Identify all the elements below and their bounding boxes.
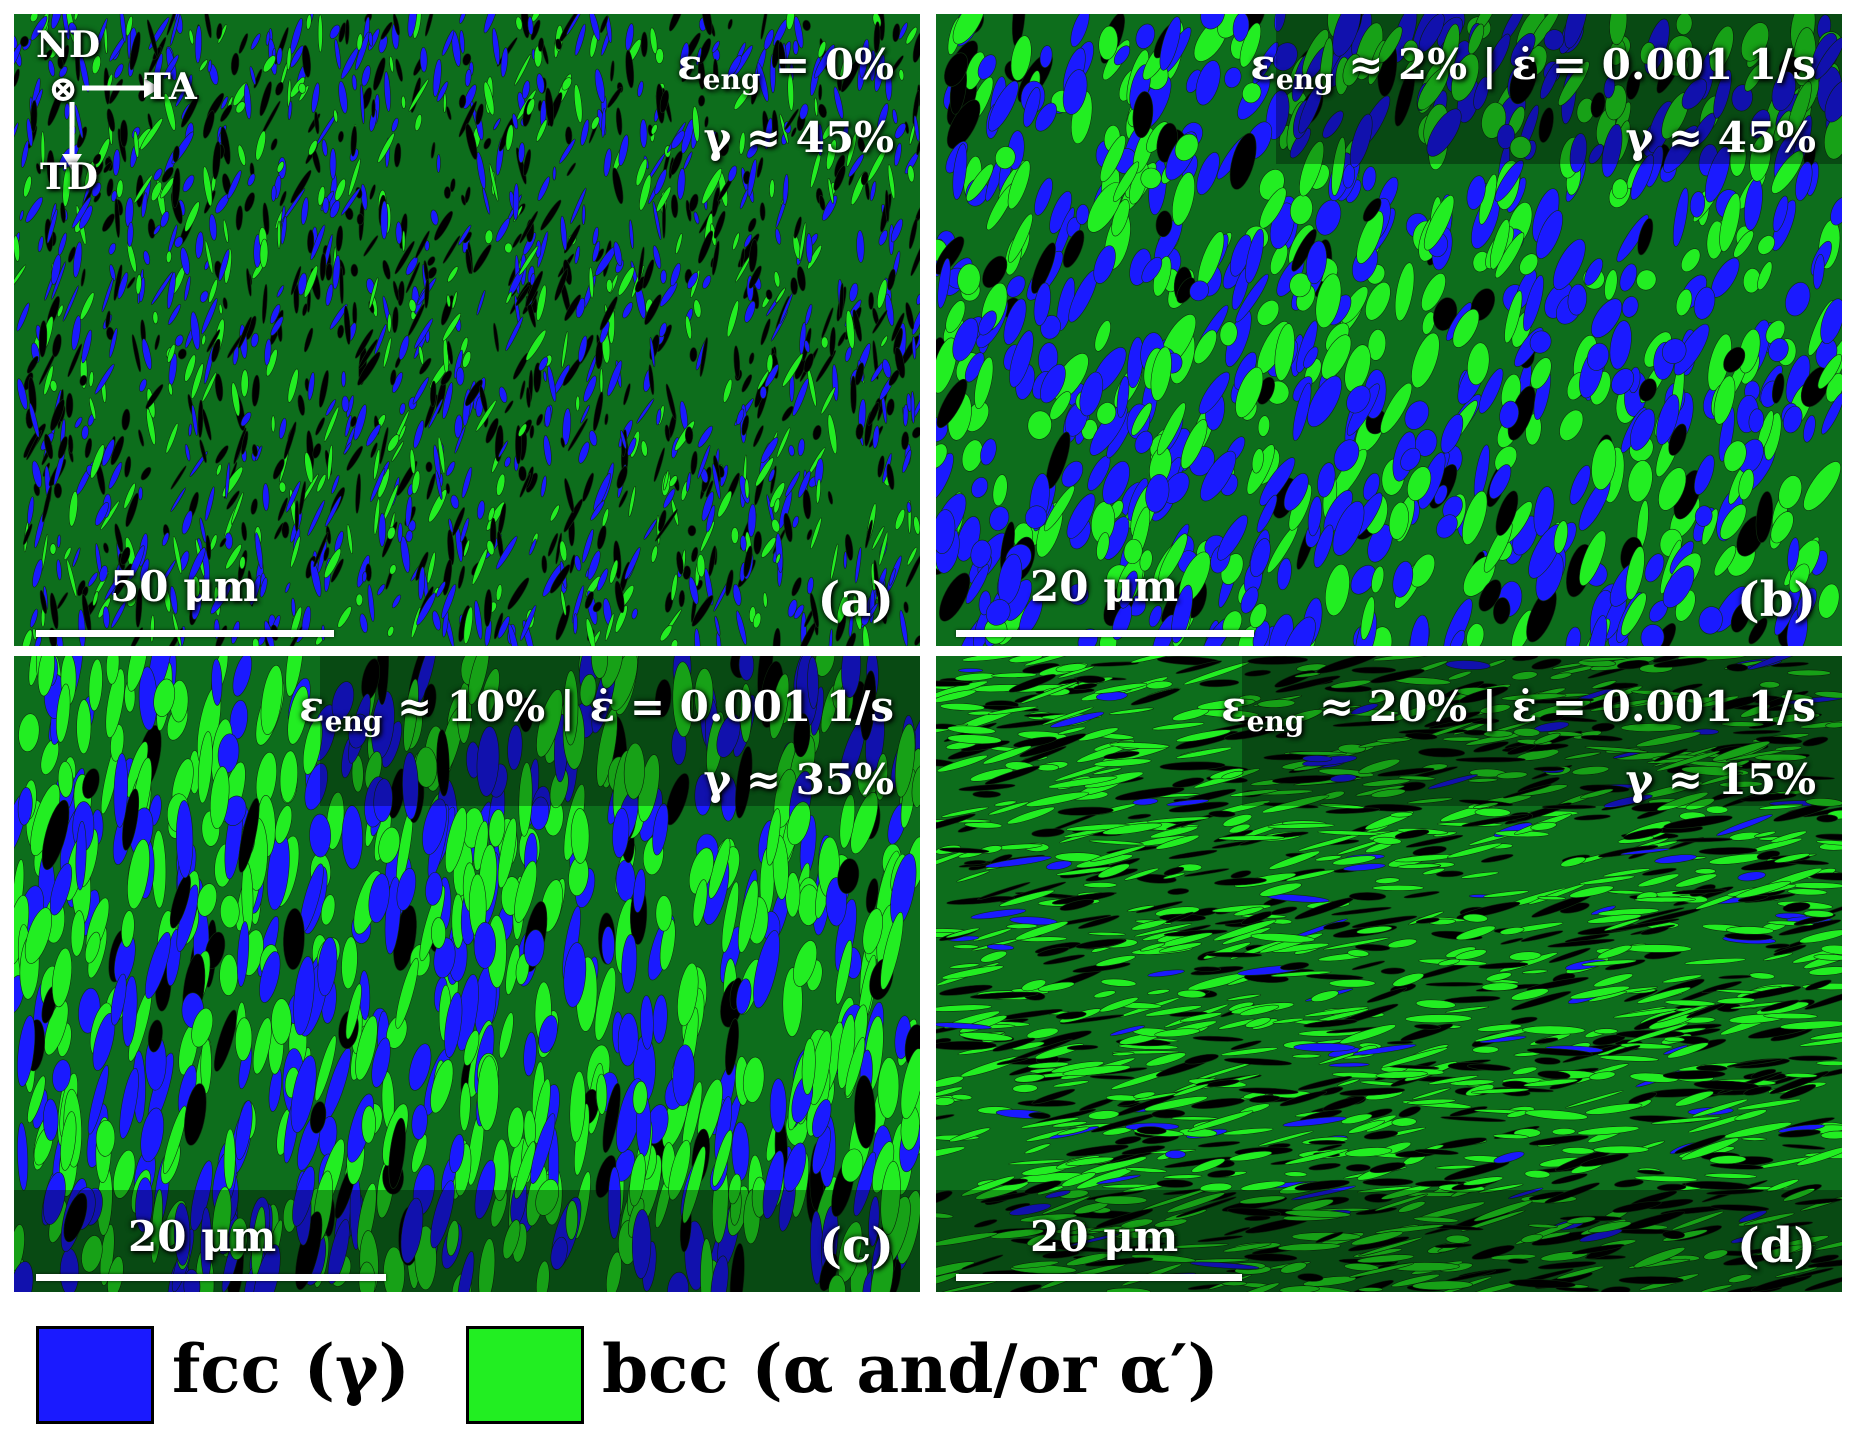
micrograph-panel-c: εeng ≈ 10% | ε̇ = 0.001 1/s γ ≈ 35% 20 μ… (14, 656, 920, 1292)
gamma-fraction-a: γ ≈ 45% (703, 113, 894, 162)
legend-swatch-fcc (36, 1326, 154, 1424)
header-band-c (320, 656, 920, 806)
axis-td-label: TD (40, 156, 99, 198)
scale-bar-label-c: 20 μm (128, 1212, 277, 1261)
panel-letter-d: (d) (1737, 1218, 1816, 1274)
strain-label-b: εeng ≈ 2% | ε̇ = 0.001 1/s γ ≈ 45% (1250, 36, 1816, 167)
scale-bar-label-a: 50 μm (110, 562, 259, 611)
micrograph-panel-a: εeng = 0% γ ≈ 45% ND ⊗ TA TD 50 μm (a) (14, 14, 920, 646)
strain-label-a: εeng = 0% γ ≈ 45% (677, 36, 894, 167)
gamma-fraction-c: γ ≈ 35% (703, 755, 894, 804)
axis-arrows-icon (62, 78, 160, 170)
ebsd-phase-map-d (936, 656, 1842, 1292)
ebsd-phase-map-a (14, 14, 920, 646)
micrograph-panel-d: εeng ≈ 20% | ε̇ = 0.001 1/s γ ≈ 15% 20 μ… (936, 656, 1842, 1292)
ebsd-phase-map-c (14, 656, 920, 1292)
header-band-b (1276, 14, 1842, 164)
header-band-d (1242, 656, 1842, 806)
legend-label-fcc: fcc (γ) (172, 1330, 410, 1408)
panel-letter-b: (b) (1737, 572, 1816, 628)
scale-bar-a (36, 630, 334, 637)
axis-ta-label: TA (144, 66, 197, 108)
strain-label-c: εeng ≈ 10% | ε̇ = 0.001 1/s γ ≈ 35% (299, 678, 894, 809)
scale-bar-d (956, 1274, 1242, 1281)
gamma-fraction-d: γ ≈ 15% (1625, 755, 1816, 804)
scale-bar-label-b: 20 μm (1030, 562, 1179, 611)
legend-swatch-bcc (466, 1326, 584, 1424)
scale-bar-b (956, 630, 1254, 637)
gamma-fraction-b: γ ≈ 45% (1625, 113, 1816, 162)
panel-letter-a: (a) (817, 572, 894, 628)
axis-nd-label: ND (36, 24, 101, 66)
panel-letter-c: (c) (819, 1218, 894, 1274)
micrograph-panel-b: εeng ≈ 2% | ε̇ = 0.001 1/s γ ≈ 45% 20 μm… (936, 14, 1842, 646)
strain-label-d: εeng ≈ 20% | ε̇ = 0.001 1/s γ ≈ 15% (1221, 678, 1816, 809)
scale-bar-label-d: 20 μm (1030, 1212, 1179, 1261)
legend-label-bcc: bcc (α and/or α′) (602, 1330, 1219, 1408)
scale-bar-c (36, 1274, 386, 1281)
ebsd-phase-map-b (936, 14, 1842, 646)
